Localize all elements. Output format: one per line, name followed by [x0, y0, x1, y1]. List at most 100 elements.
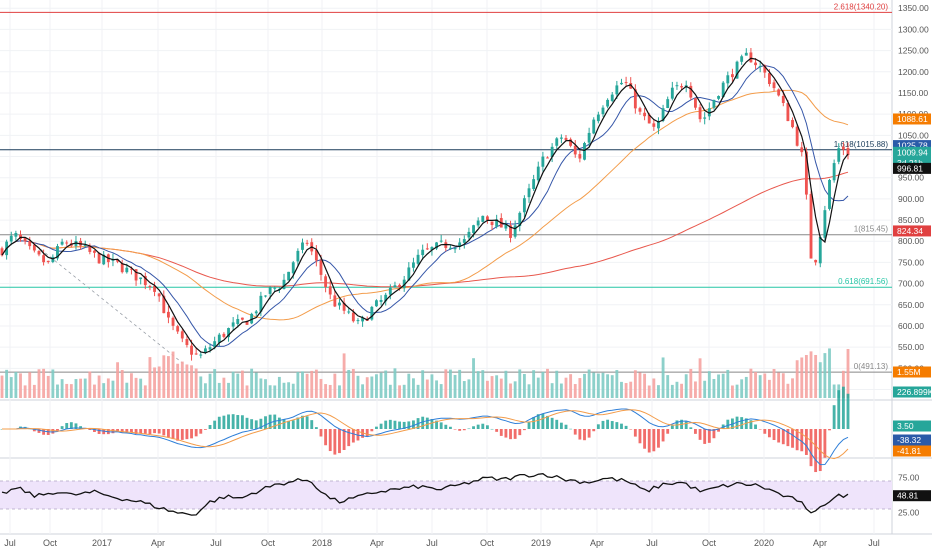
volume-bar-133 — [615, 370, 619, 398]
macd-badge-0: 3.50 — [897, 421, 914, 431]
volume-bar-144 — [666, 375, 670, 398]
candle-body-10 — [46, 260, 50, 263]
macd-hist-bar-95 — [439, 422, 443, 429]
macd-hist-bar-85 — [393, 420, 397, 429]
volume-bar-121 — [559, 383, 563, 398]
candle-body-175 — [809, 193, 813, 259]
candle-body-21 — [97, 253, 101, 264]
macd-hist-bar-167 — [772, 429, 776, 441]
rsi-badge: 48.81 — [897, 491, 919, 501]
price-badge-4-bg — [893, 162, 931, 174]
macd-hist-bar-183 — [846, 393, 850, 429]
volume-bar-168 — [777, 372, 781, 398]
volume-bar-65 — [301, 371, 304, 398]
macd-hist-bar-36 — [167, 429, 170, 438]
candle-body-162 — [749, 52, 753, 63]
y-tick-label-17: 1300.00 — [898, 24, 929, 34]
volume-bar-108 — [499, 378, 503, 398]
volume-bar-64 — [296, 372, 300, 398]
volume-bar-183 — [846, 348, 850, 398]
volume-bar-37 — [171, 351, 175, 398]
candle-body-156 — [721, 82, 725, 97]
candle-body-152 — [703, 117, 707, 119]
rsi-line — [1, 473, 849, 516]
x-tick-label-0: Jul — [4, 538, 16, 548]
macd-hist-bar-165 — [763, 429, 767, 434]
volume-bar-119 — [550, 383, 554, 398]
volume-bar-75 — [347, 369, 351, 398]
volume-bar-22 — [102, 383, 106, 398]
volume-badge-1-bg — [893, 386, 931, 398]
volume-bar-59 — [273, 385, 277, 398]
candle-body-56 — [259, 295, 263, 312]
volume-bar-170 — [786, 383, 790, 398]
macd-hist-bar-69 — [319, 429, 323, 437]
candle-body-75 — [347, 311, 351, 313]
volume-badge-0-bg — [893, 366, 931, 378]
volume-bar-97 — [449, 369, 452, 398]
price-badge-4: 996.81 — [897, 163, 923, 173]
volume-bar-151 — [698, 358, 702, 398]
price-pane: 2.618(1340.20) 1.618(1015.88) 1(815.45) 0.6… — [0, 2, 892, 373]
volume-bar-44 — [203, 383, 207, 398]
candle-body-33 — [153, 285, 156, 292]
candle-body-66 — [305, 242, 309, 244]
volume-bar-38 — [176, 363, 180, 398]
macd-hist-bar-108 — [499, 429, 503, 436]
macd-hist-bar-127 — [587, 429, 591, 438]
candle-body-130 — [601, 107, 605, 115]
macd-hist-bar-92 — [425, 417, 429, 429]
macd-hist-bar-113 — [522, 429, 526, 431]
macd-hist-bar-87 — [402, 421, 406, 429]
volume-bar-89 — [412, 378, 415, 398]
candle-body-146 — [675, 85, 679, 87]
price-badge-5-bg — [893, 225, 931, 237]
macd-hist-bar-148 — [684, 421, 688, 429]
macd-hist-bar-119 — [550, 417, 554, 429]
volume-bar-73 — [338, 385, 341, 398]
price-badge-1: 1025.78 — [897, 141, 928, 151]
macd-hist-bar-11 — [51, 429, 55, 434]
macd-hist-bar-45 — [208, 425, 212, 429]
volume-bar-100 — [462, 381, 466, 398]
rsi-pane — [0, 473, 892, 516]
candle-body-29 — [134, 269, 138, 281]
y-tick-label-10: 950.00 — [898, 173, 924, 183]
volume-bar-163 — [754, 371, 757, 398]
macd-hist-bar-27 — [125, 429, 129, 432]
volume-bar-82 — [379, 372, 383, 398]
volume-bar-30 — [139, 378, 143, 398]
candle-body-113 — [522, 198, 526, 213]
macd-hist-bar-91 — [421, 416, 425, 429]
volume-bar-39 — [180, 361, 184, 398]
candle-body-3 — [14, 232, 18, 237]
ma-20-line — [1, 64, 849, 347]
macd-hist-bar-43 — [199, 429, 203, 434]
candle-body-128 — [592, 119, 596, 134]
macd-hist-bar-70 — [324, 429, 328, 446]
candle-body-169 — [781, 95, 785, 104]
candle-body-177 — [818, 236, 822, 264]
macd-hist-bar-162 — [749, 420, 753, 429]
candle-body-140 — [647, 114, 651, 124]
candle-body-77 — [356, 320, 360, 322]
candle-body-178 — [823, 210, 827, 238]
macd-hist-bar-62 — [287, 420, 291, 429]
volume-bar-126 — [583, 373, 586, 398]
macd-hist-bar-145 — [670, 425, 674, 429]
volume-bar-103 — [476, 371, 480, 398]
volume-bar-34 — [157, 366, 161, 398]
candle-body-27 — [125, 267, 129, 273]
volume-bar-83 — [384, 370, 388, 398]
candle-body-70 — [324, 276, 328, 288]
volume-bar-159 — [735, 384, 739, 398]
macd-hist-bar-171 — [791, 429, 794, 448]
candle-body-85 — [393, 285, 397, 287]
macd-hist-bar-61 — [282, 419, 286, 429]
volume-bar-95 — [439, 384, 443, 398]
x-tick-label-6: 2018 — [312, 538, 332, 548]
volume-bar-143 — [661, 357, 665, 398]
candle-body-171 — [791, 119, 794, 128]
volume-bar-4 — [19, 373, 22, 398]
